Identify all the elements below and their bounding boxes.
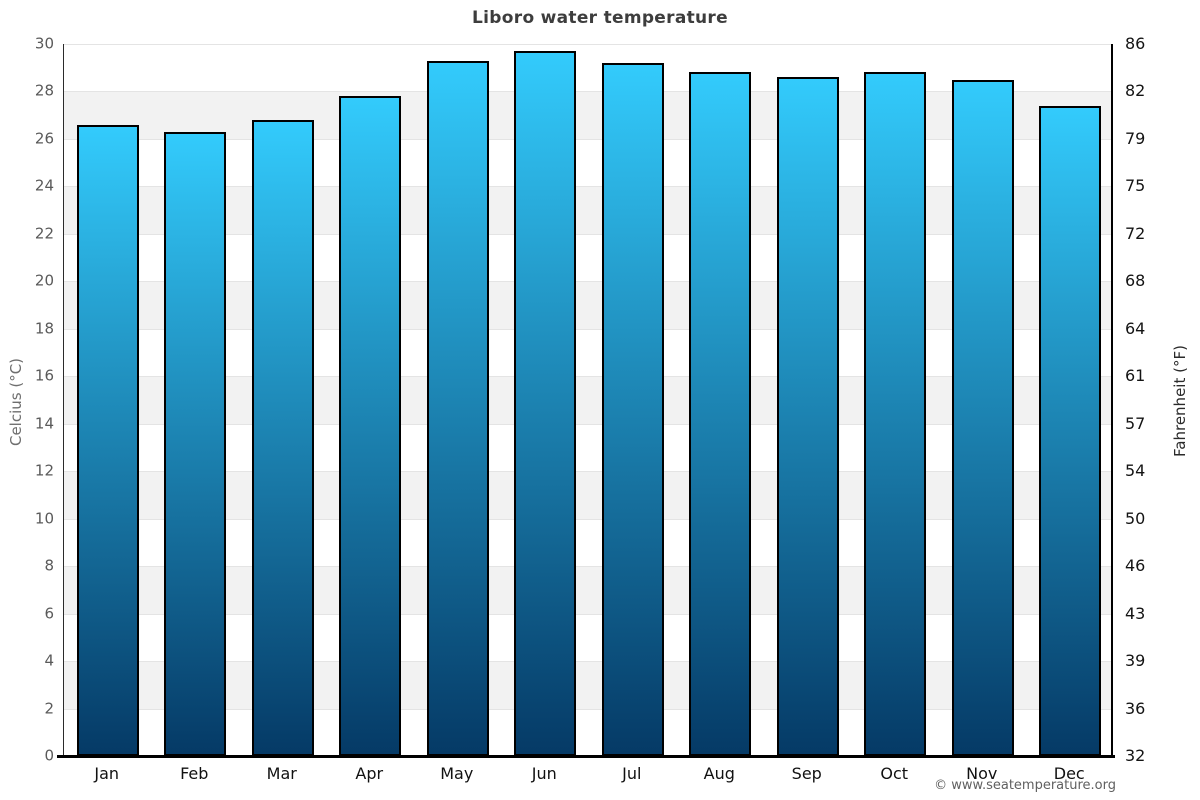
gridline xyxy=(64,328,1111,330)
temperature-bar-may xyxy=(426,60,489,756)
fahrenheit-tick-label: 64 xyxy=(1125,318,1146,338)
fahrenheit-tick-label: 43 xyxy=(1125,603,1146,623)
temperature-bar-mar xyxy=(251,119,314,756)
plot-area xyxy=(63,44,1113,756)
gridline xyxy=(64,471,1111,473)
plot-band xyxy=(64,44,1111,92)
celsius-tick-label: 24 xyxy=(34,176,54,195)
month-label-nov: Nov xyxy=(966,764,998,783)
gridline xyxy=(64,376,1111,378)
gridline xyxy=(64,613,1111,615)
gridline xyxy=(64,661,1111,663)
celsius-tick-label: 18 xyxy=(34,319,54,338)
plot-band xyxy=(64,91,1111,139)
site-credit-link[interactable]: © www.seatemperature.org xyxy=(934,778,1116,793)
plot-band xyxy=(64,281,1111,329)
celsius-tick-label: 28 xyxy=(34,81,54,100)
celsius-tick-label: 4 xyxy=(44,651,54,670)
gridline xyxy=(64,44,1111,45)
celsius-tick-label: 30 xyxy=(34,34,54,53)
y-axis-title-fahrenheit: Fahrenheit (°F) xyxy=(1171,345,1189,457)
fahrenheit-tick-label: 79 xyxy=(1125,128,1146,148)
celsius-tick-label: 2 xyxy=(44,699,54,718)
plot-band xyxy=(64,328,1111,377)
gridline xyxy=(64,518,1111,520)
month-label-jan: Jan xyxy=(94,764,120,783)
month-label-jul: Jul xyxy=(622,764,642,783)
celsius-tick-label: 12 xyxy=(34,461,54,480)
gridline xyxy=(64,708,1111,710)
temperature-bar-nov xyxy=(951,79,1014,756)
gridline xyxy=(64,281,1111,283)
plot-band xyxy=(64,138,1111,187)
month-label-dec: Dec xyxy=(1053,764,1085,783)
celsius-tick-label: 26 xyxy=(34,129,54,148)
plot-band xyxy=(64,613,1111,662)
plot-band xyxy=(64,233,1111,282)
plot-band xyxy=(64,186,1111,234)
temperature-bar-oct xyxy=(864,72,927,756)
gridline xyxy=(64,91,1111,93)
temperature-bar-jun xyxy=(514,51,577,756)
plot-band xyxy=(64,566,1111,614)
month-label-jun: Jun xyxy=(531,764,557,783)
celsius-tick-label: 6 xyxy=(44,604,54,623)
x-axis-line xyxy=(57,755,1115,758)
gridline xyxy=(64,423,1111,425)
celsius-tick-label: 22 xyxy=(34,224,54,243)
gridline xyxy=(64,186,1111,188)
plot-band xyxy=(64,661,1111,709)
plot-band xyxy=(64,471,1111,519)
fahrenheit-tick-label: 61 xyxy=(1125,366,1146,386)
celsius-tick-label: 8 xyxy=(44,556,54,575)
gridline xyxy=(64,566,1111,568)
fahrenheit-tick-label: 75 xyxy=(1125,176,1146,196)
fahrenheit-tick-label: 86 xyxy=(1125,34,1146,53)
month-label-apr: Apr xyxy=(355,764,384,783)
temperature-bar-apr xyxy=(339,96,402,756)
temperature-bar-jan xyxy=(76,124,139,756)
month-label-mar: Mar xyxy=(266,764,297,783)
gridline xyxy=(64,233,1111,235)
fahrenheit-tick-label: 39 xyxy=(1125,651,1146,671)
temperature-bar-aug xyxy=(689,72,752,756)
fahrenheit-tick-label: 57 xyxy=(1125,413,1146,433)
plot-band xyxy=(64,708,1111,756)
month-label-may: May xyxy=(440,764,474,783)
fahrenheit-tick-label: 46 xyxy=(1125,556,1146,576)
temperature-bar-feb xyxy=(164,131,227,756)
fahrenheit-tick-label: 32 xyxy=(1125,746,1146,765)
temperature-bar-dec xyxy=(1039,105,1102,756)
chart-title: Liboro water temperature xyxy=(472,8,728,28)
fahrenheit-tick-label: 82 xyxy=(1125,81,1146,101)
gridline xyxy=(64,138,1111,140)
fahrenheit-tick-label: 68 xyxy=(1125,271,1146,291)
fahrenheit-tick-label: 50 xyxy=(1125,508,1146,528)
month-label-oct: Oct xyxy=(880,764,909,783)
celsius-tick-label: 14 xyxy=(34,414,54,433)
celsius-tick-label: 20 xyxy=(34,271,54,290)
month-label-aug: Aug xyxy=(703,764,735,783)
plot-band xyxy=(64,376,1111,424)
fahrenheit-tick-label: 72 xyxy=(1125,223,1146,243)
month-label-sep: Sep xyxy=(791,764,822,783)
temperature-bar-sep xyxy=(776,77,839,756)
celsius-tick-label: 16 xyxy=(34,366,54,385)
celsius-tick-label: 10 xyxy=(34,509,54,528)
plot-band xyxy=(64,423,1111,472)
temperature-bar-jul xyxy=(601,63,664,756)
fahrenheit-tick-label: 36 xyxy=(1125,698,1146,718)
plot-band xyxy=(64,518,1111,567)
fahrenheit-tick-label: 54 xyxy=(1125,461,1146,481)
celsius-tick-label: 0 xyxy=(44,746,54,765)
month-label-feb: Feb xyxy=(180,764,209,783)
